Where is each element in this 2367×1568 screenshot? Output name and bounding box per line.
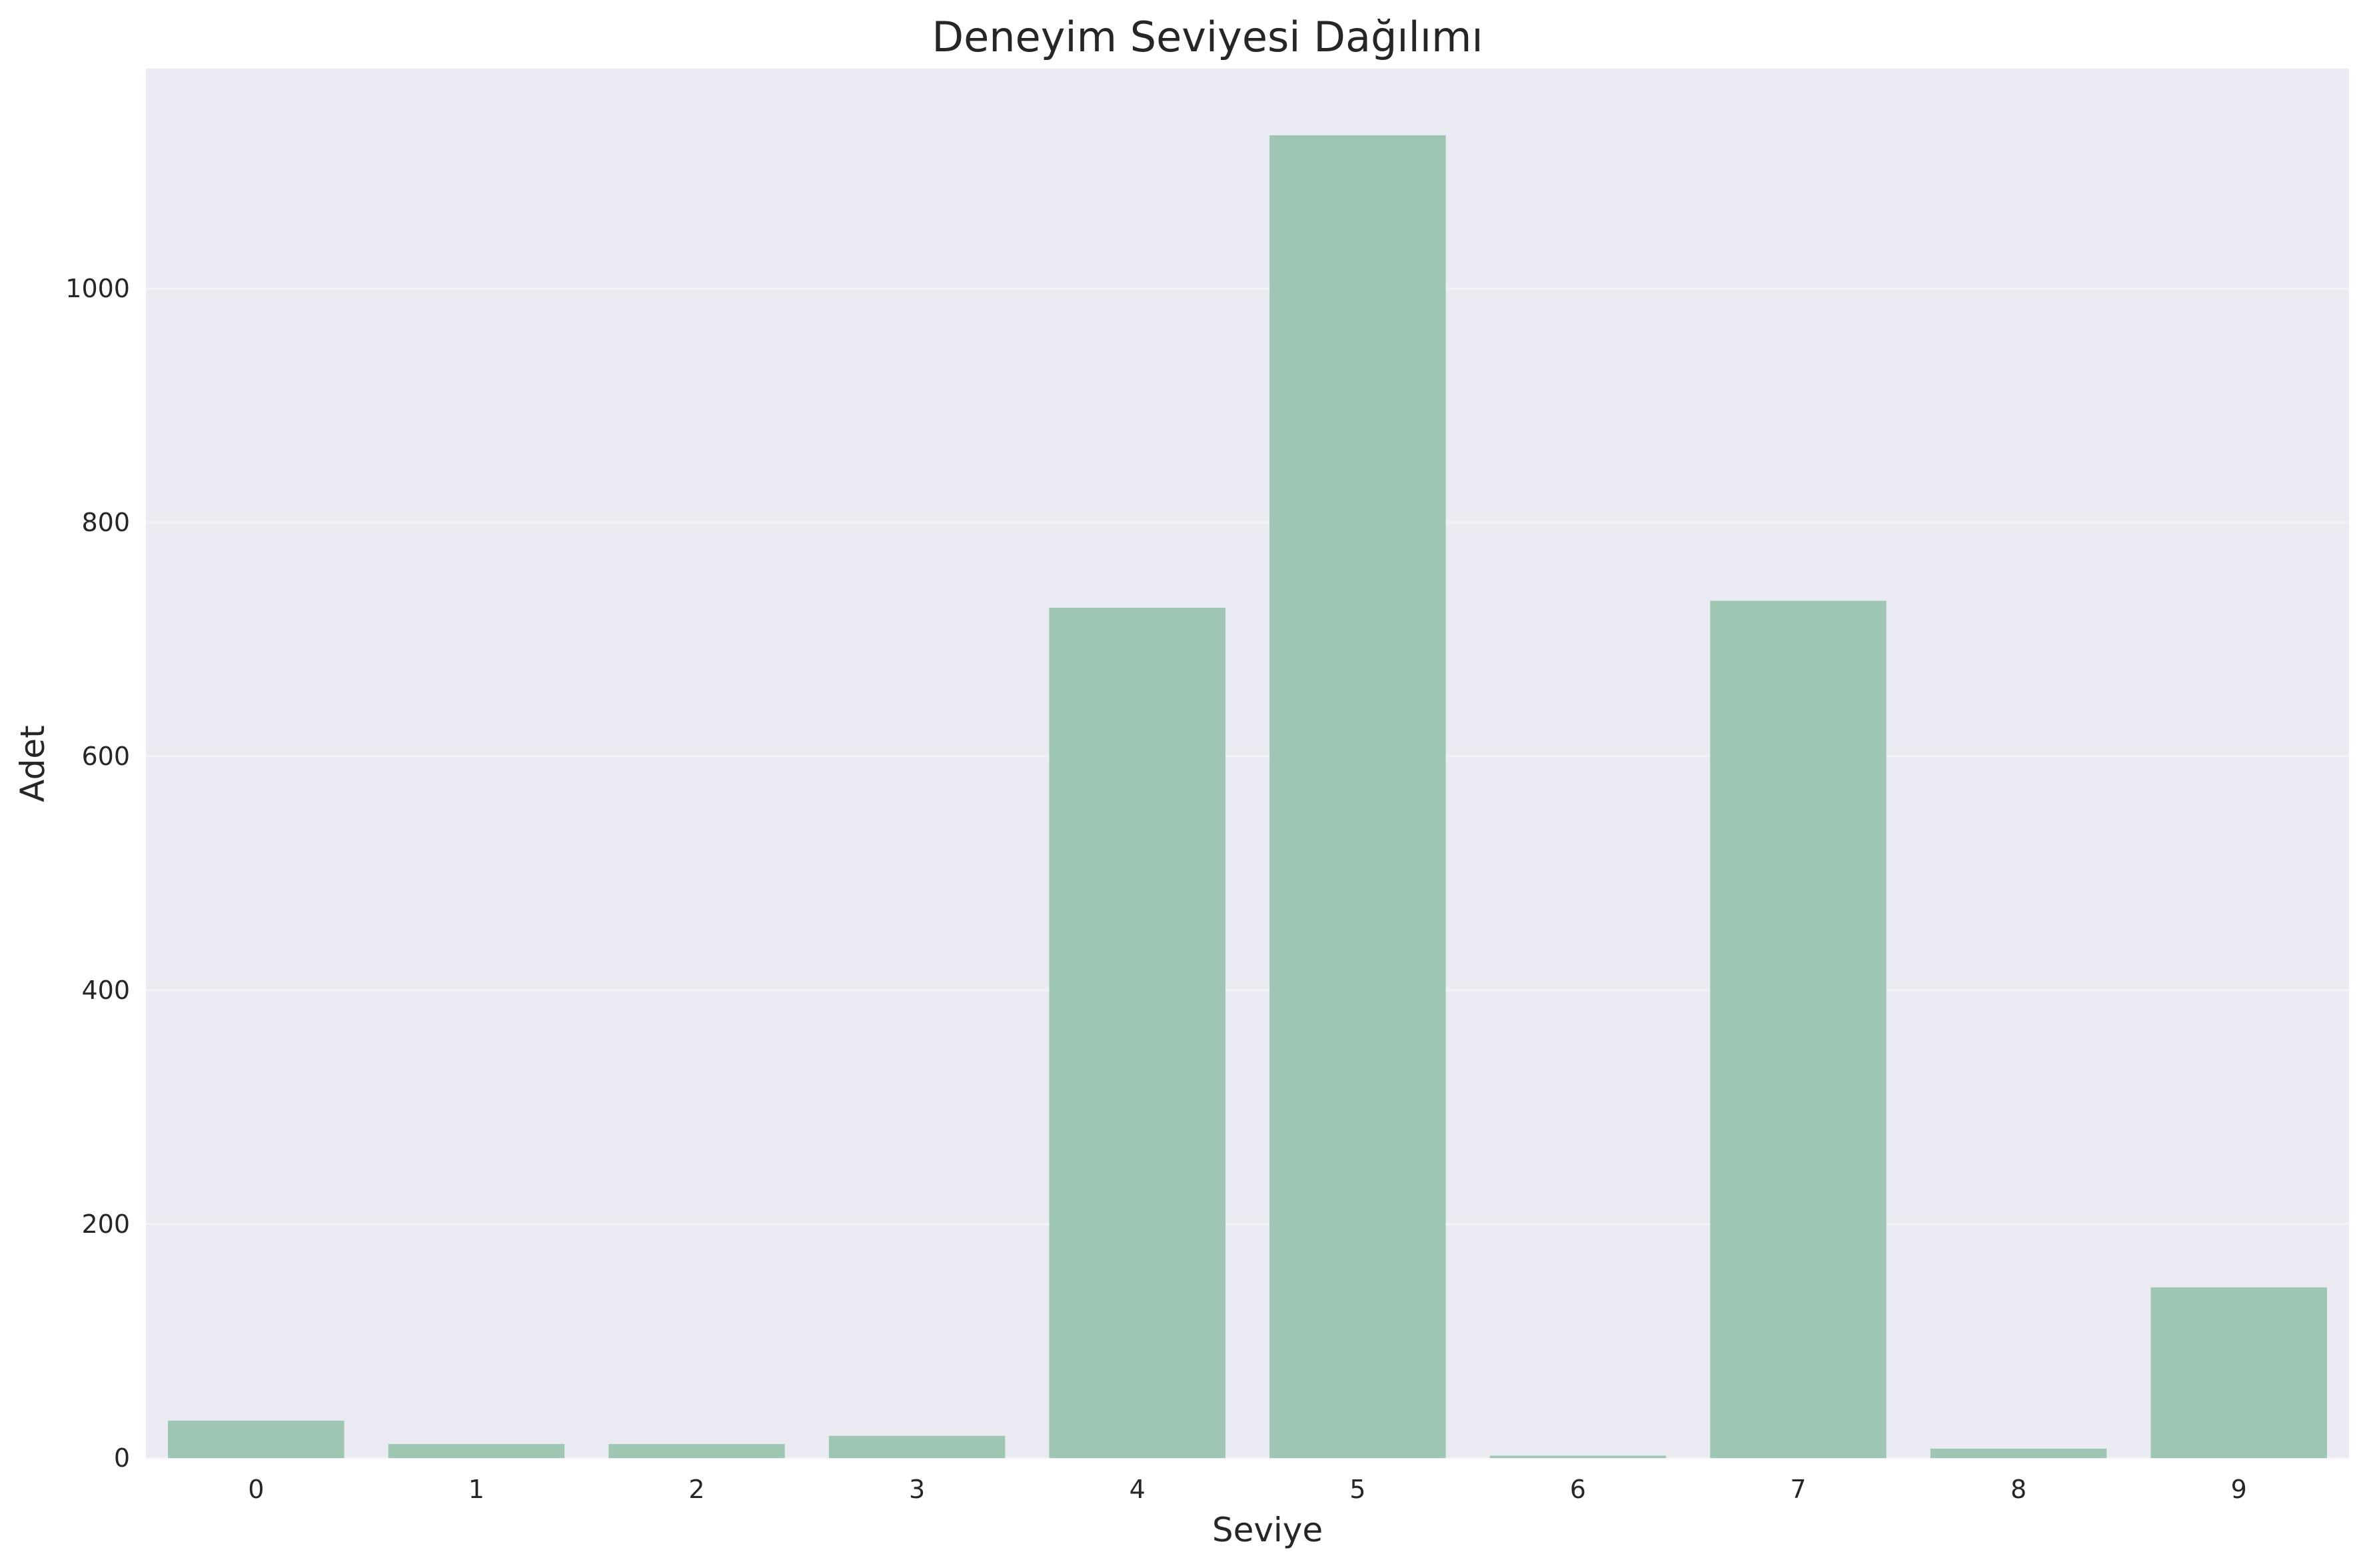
- bar-4: [1049, 608, 1225, 1458]
- x-tick-label: 8: [2010, 1475, 2026, 1504]
- bar-7: [1710, 600, 1887, 1458]
- y-axis-ticks: 0 200 400 600 800 1000: [65, 274, 130, 1473]
- bar-9: [2150, 1287, 2327, 1458]
- y-tick-label: 1000: [65, 274, 130, 303]
- y-tick-label: 800: [81, 508, 130, 537]
- x-tick-label: 3: [909, 1475, 925, 1504]
- x-axis-label: Seviye: [1212, 1511, 1323, 1549]
- y-tick-label: 600: [81, 742, 130, 771]
- x-tick-label: 5: [1349, 1475, 1365, 1504]
- x-tick-label: 9: [2231, 1475, 2247, 1504]
- bar-6: [1489, 1455, 1667, 1458]
- bars: [168, 135, 2327, 1459]
- plot-area: [146, 69, 2349, 1458]
- y-tick-label: 0: [114, 1443, 130, 1473]
- y-tick-label: 400: [81, 976, 130, 1005]
- bar-8: [1930, 1448, 2107, 1458]
- x-tick-label: 0: [248, 1475, 264, 1504]
- x-tick-label: 1: [468, 1475, 484, 1504]
- bar-0: [168, 1420, 345, 1458]
- x-tick-label: 4: [1130, 1475, 1146, 1504]
- bar-2: [608, 1443, 785, 1458]
- y-tick-label: 200: [81, 1209, 130, 1239]
- bar-1: [388, 1443, 565, 1458]
- chart-title: Deneyim Seviyesi Dağılımı: [932, 13, 1483, 61]
- x-tick-label: 2: [688, 1475, 704, 1504]
- bar-3: [828, 1435, 1006, 1458]
- x-tick-label: 6: [1570, 1475, 1586, 1504]
- y-axis-label: Adet: [13, 725, 52, 802]
- x-tick-label: 7: [1790, 1475, 1806, 1504]
- x-axis-ticks: 0 1 2 3 4 5 6 7 8 9: [248, 1475, 2247, 1504]
- bar-5: [1269, 135, 1446, 1459]
